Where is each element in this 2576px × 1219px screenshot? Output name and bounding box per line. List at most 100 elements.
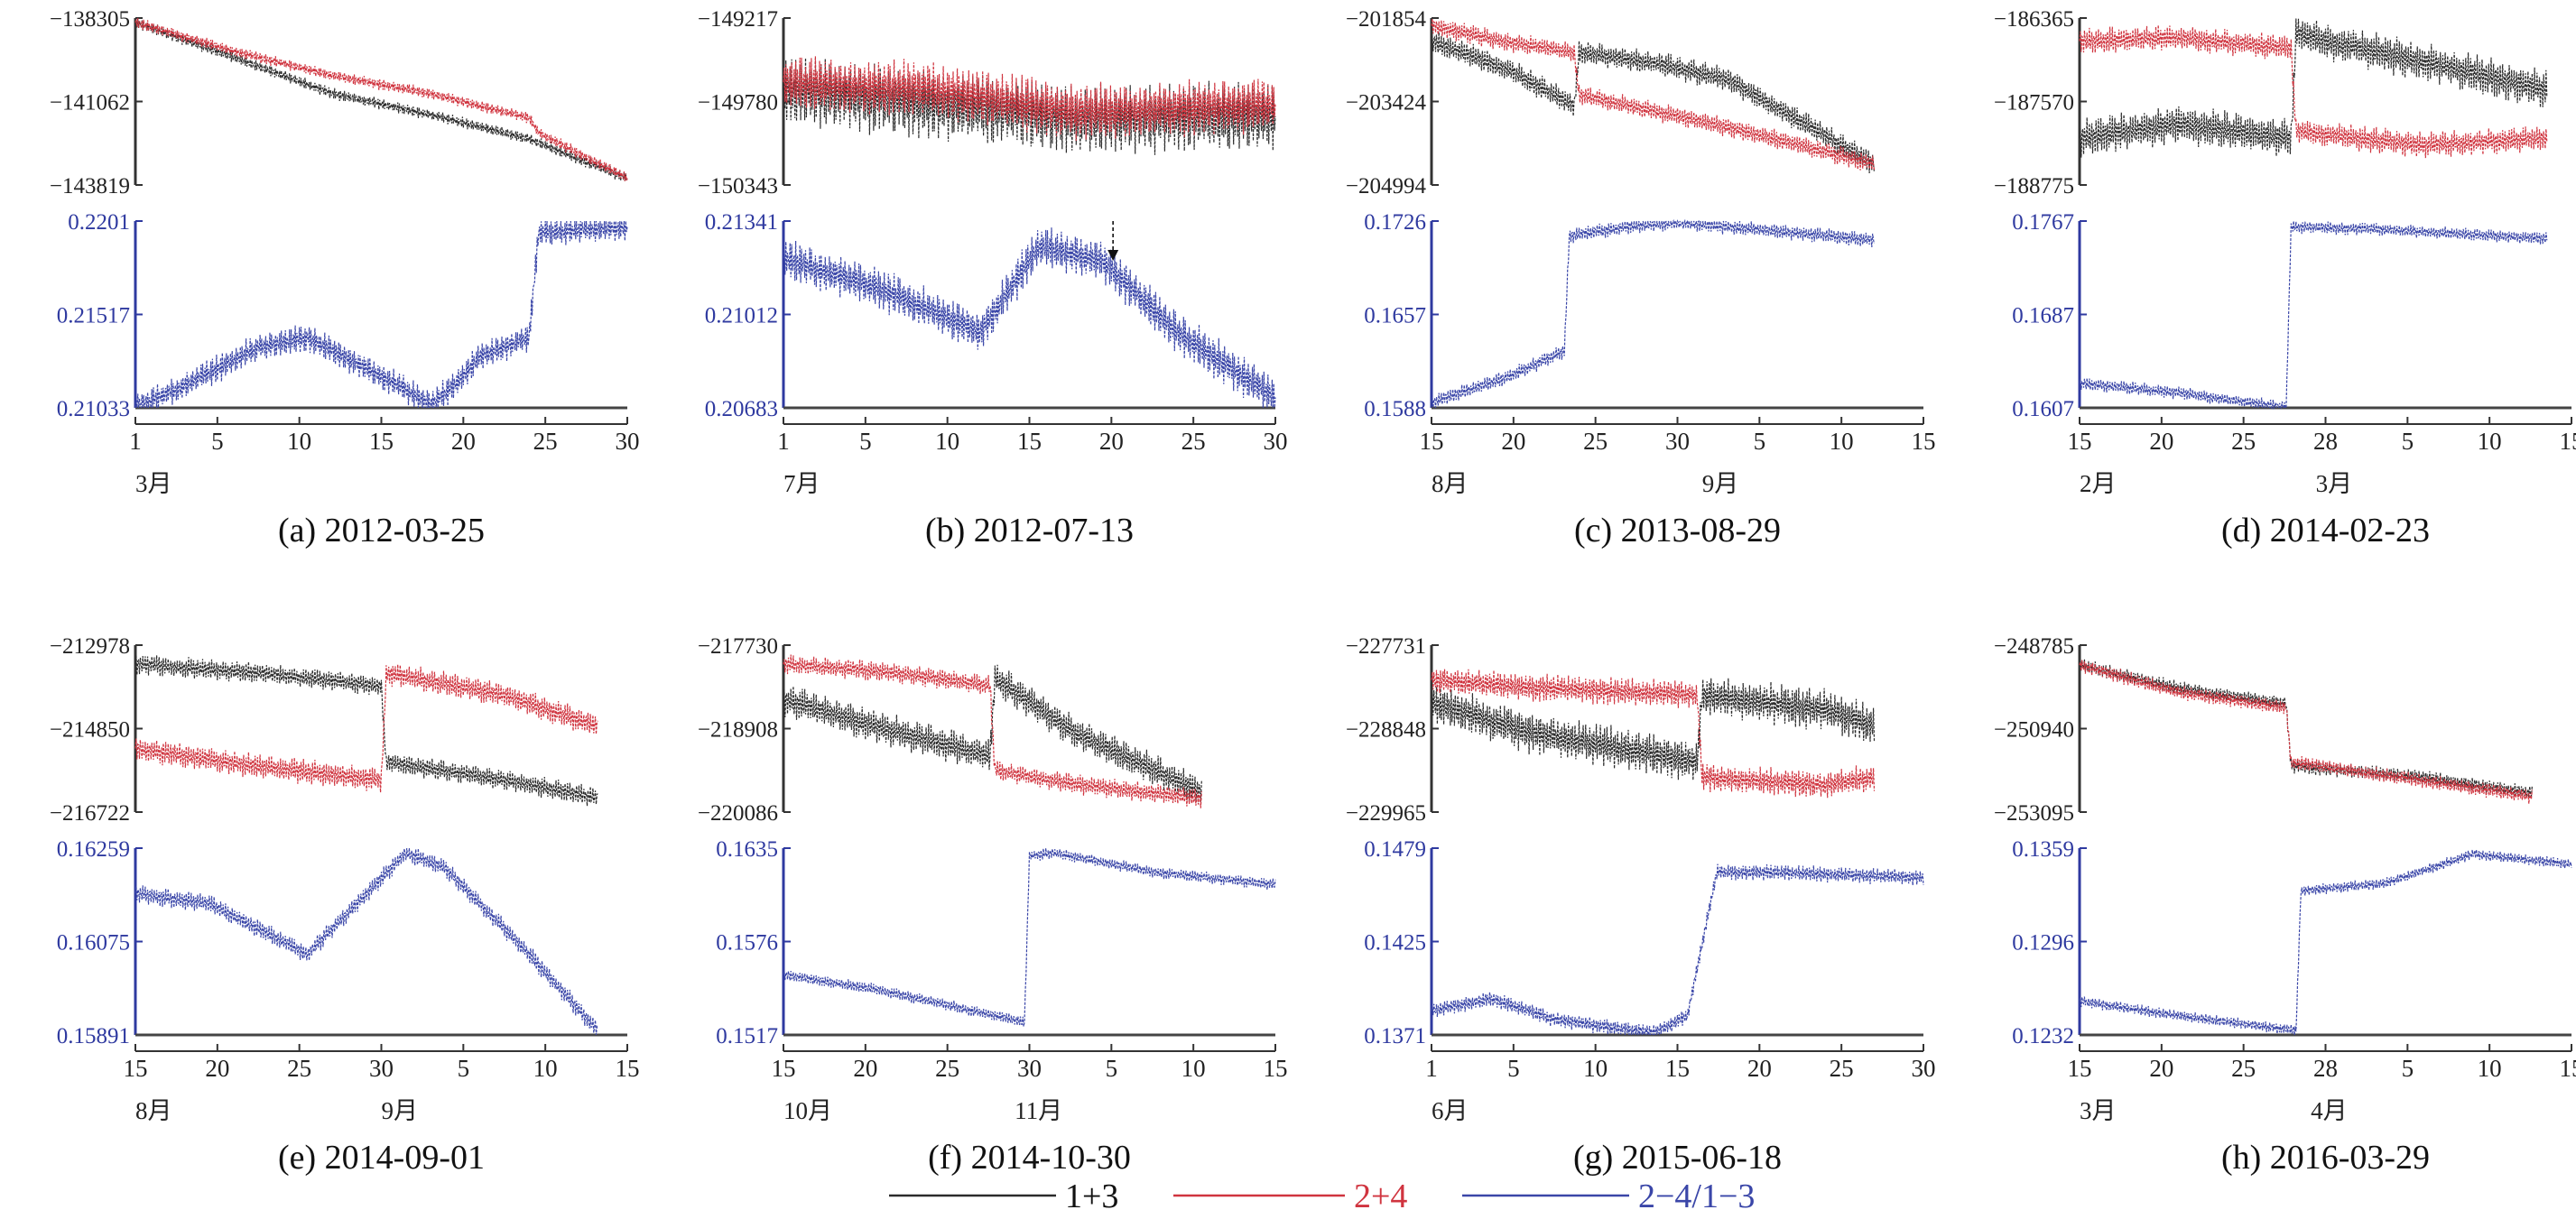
series-ratio (1431, 218, 1876, 409)
bottom-y-tick-label: 0.1588 (1364, 397, 1426, 421)
x-tick-label: 25 (2231, 1055, 2256, 1082)
x-tick-label: 15 (124, 1055, 148, 1082)
top-y-tick-label: −201854 (1346, 7, 1427, 32)
top-y-tick-label: −141062 (50, 91, 130, 115)
x-tick-label: 10 (2478, 428, 2502, 455)
month-label: 3月 (135, 470, 172, 497)
x-tick-label: 5 (1106, 1055, 1118, 1082)
x-tick-label: 15 (1665, 1055, 1690, 1082)
bottom-y-tick-label: 0.1425 (1364, 931, 1426, 956)
panel-h: −248785 −250940 −253095 0.1359 0.1296 0.1232 1… (1994, 634, 2576, 1177)
month-label: 10月 (783, 1097, 832, 1124)
x-tick-label: 1 (129, 428, 142, 455)
month-label: 7月 (783, 470, 820, 497)
bottom-y-tick-label: 0.1635 (716, 837, 778, 862)
series-ratio (1431, 863, 1924, 1037)
top-y-tick-label: −138305 (50, 7, 130, 32)
x-tick-label: 25 (935, 1055, 959, 1082)
x-tick-label: 15 (2560, 428, 2576, 455)
series-c24 (1431, 18, 1876, 171)
top-y-tick-label: −188775 (1994, 174, 2074, 199)
x-tick-label: 20 (853, 1055, 877, 1082)
top-y-tick-label: −253095 (1994, 801, 2074, 826)
series-c24 (134, 17, 628, 181)
bottom-y-tick-label: 0.1607 (2012, 397, 2074, 421)
top-y-tick-label: −150343 (698, 174, 778, 199)
top-y-tick-label: −149217 (698, 7, 778, 32)
month-label: 3月 (2316, 470, 2353, 497)
x-tick-label: 5 (1754, 428, 1766, 455)
x-tick-label: 25 (1830, 1055, 1854, 1082)
bottom-y-tick-label: 0.21517 (57, 304, 130, 328)
x-tick-label: 30 (369, 1055, 394, 1082)
bottom-y-tick-label: 0.21033 (57, 397, 130, 421)
top-y-tick-label: −212978 (50, 634, 130, 659)
legend-label-c13: 1+3 (1065, 1177, 1118, 1215)
bottom-y-tick-label: 0.1517 (716, 1024, 778, 1048)
bottom-y-tick-label: 0.2201 (68, 210, 130, 235)
month-label: 8月 (1432, 470, 1469, 497)
bottom-y-tick-label: 0.16259 (57, 837, 130, 862)
bottom-y-tick-label: 0.1657 (1364, 304, 1426, 328)
x-tick-label: 30 (1665, 428, 1690, 455)
series-c24 (783, 654, 1202, 808)
bottom-y-tick-label: 0.20683 (705, 397, 778, 421)
top-y-tick-label: −203424 (1346, 91, 1427, 115)
top-y-tick-label: −204994 (1346, 174, 1427, 199)
top-y-tick-label: −229965 (1346, 801, 1426, 826)
month-label: 9月 (1702, 470, 1739, 497)
x-tick-label: 5 (859, 428, 872, 455)
panel-caption: (e) 2014-09-01 (278, 1139, 485, 1177)
x-tick-label: 15 (1264, 1055, 1288, 1082)
x-tick-label: 20 (451, 428, 476, 455)
legend: 1+3 2+4 2−4/1−3 (889, 1177, 1755, 1215)
x-tick-label: 20 (205, 1055, 229, 1082)
x-tick-label: 20 (1501, 428, 1525, 455)
bottom-y-tick-label: 0.15891 (57, 1024, 130, 1048)
top-y-tick-label: −220086 (698, 801, 778, 826)
bottom-y-tick-label: 0.1479 (1364, 837, 1426, 862)
top-y-tick-label: −149780 (698, 91, 778, 115)
top-y-tick-label: −214850 (50, 718, 130, 743)
x-tick-label: 5 (211, 428, 224, 455)
bottom-y-tick-label: 0.1232 (2012, 1024, 2074, 1048)
series-c24 (783, 56, 1276, 142)
x-tick-label: 5 (458, 1055, 470, 1082)
x-tick-label: 25 (533, 428, 558, 455)
event-arrow-head (1107, 250, 1119, 261)
series-c13 (783, 664, 1202, 805)
top-y-tick-label: −187570 (1994, 91, 2074, 115)
panel-caption: (a) 2012-03-25 (278, 512, 485, 549)
x-tick-label: 15 (772, 1055, 796, 1082)
x-tick-label: 5 (1507, 1055, 1520, 1082)
month-label: 6月 (1432, 1097, 1469, 1124)
x-tick-label: 15 (2560, 1055, 2576, 1082)
x-tick-label: 10 (1181, 1055, 1206, 1082)
series-ratio (783, 227, 1276, 409)
top-y-tick-label: −143819 (50, 174, 130, 199)
bottom-y-tick-label: 0.1576 (716, 931, 778, 956)
series-c13 (783, 58, 1276, 155)
top-y-tick-label: −250940 (1994, 718, 2074, 743)
bottom-y-tick-label: 0.1296 (2012, 931, 2074, 956)
legend-label-ratio: 2−4/1−3 (1638, 1177, 1755, 1215)
x-tick-label: 5 (2402, 428, 2414, 455)
series-ratio (134, 220, 628, 409)
x-tick-label: 25 (1583, 428, 1608, 455)
series-c13 (1431, 32, 1876, 174)
month-label: 8月 (135, 1097, 172, 1124)
panel-caption: (g) 2015-06-18 (1573, 1139, 1782, 1177)
month-label: 4月 (2311, 1097, 2348, 1124)
top-y-tick-label: −186365 (1994, 7, 2074, 32)
legend-label-c24: 2+4 (1354, 1177, 1407, 1215)
series-c24 (134, 664, 598, 793)
top-y-tick-label: −216722 (50, 801, 130, 826)
series-c13 (134, 17, 628, 181)
series-c24 (2079, 660, 2533, 804)
x-tick-label: 20 (2149, 1055, 2173, 1082)
bottom-y-tick-label: 0.1371 (1364, 1024, 1426, 1048)
x-tick-label: 10 (935, 428, 959, 455)
x-tick-label: 10 (287, 428, 311, 455)
x-tick-label: 15 (1017, 428, 1042, 455)
